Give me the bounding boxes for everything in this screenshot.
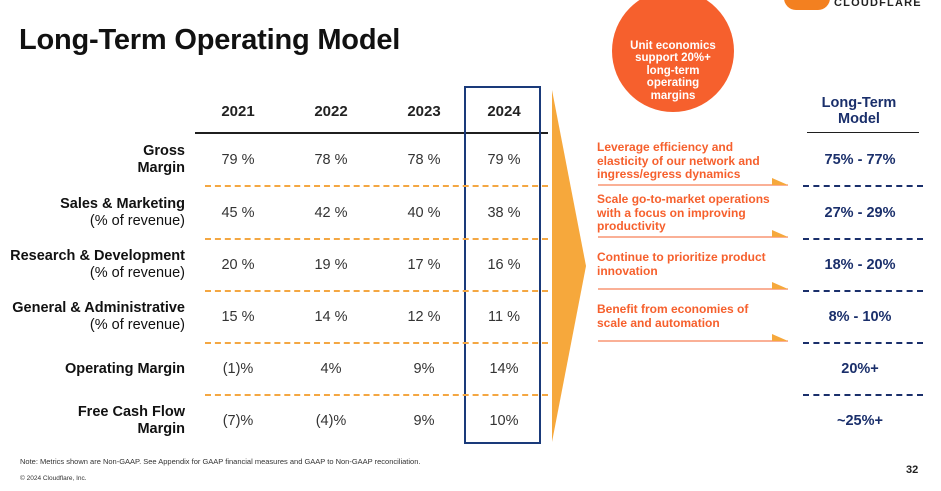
row-label-sales-marketing: Sales & Marketing (% of revenue) (60, 196, 185, 230)
row-divider (205, 394, 548, 396)
long-term-header-divider (807, 132, 919, 133)
cell-fcf-2022: (4)% (315, 413, 347, 429)
cell-rd-2023: 17 % (407, 257, 441, 273)
lever-text-3: Continue to prioritize product innovatio… (597, 250, 766, 278)
footnote: Note: Metrics shown are Non-GAAP. See Ap… (20, 457, 421, 466)
row-label-line1: Operating Margin (64, 361, 185, 377)
row-label-line1: Sales & Marketing (60, 196, 185, 212)
year-header-2022: 2022 (314, 103, 348, 120)
cell-gross-2021: 79 % (221, 152, 255, 168)
row-label-sub: (% of revenue) (89, 265, 185, 281)
cell-rd-2021: 20 % (221, 257, 255, 273)
row-divider (205, 238, 548, 240)
highlight-2024-box (464, 86, 541, 444)
row-label-line2: Margin (137, 421, 185, 437)
long-term-operating-margin: 20%+ (841, 361, 879, 377)
lever-text-2: Scale go-to-market operations with a foc… (597, 192, 770, 233)
row-label-line1: Research & Development (10, 248, 185, 264)
cell-om-2023: 9% (413, 361, 435, 377)
row-divider (205, 185, 548, 187)
lever-arrow-4 (598, 334, 788, 342)
cell-om-2021: (1)% (222, 361, 254, 377)
long-term-divider (803, 342, 923, 344)
long-term-divider (803, 185, 923, 187)
row-label-sub: (% of revenue) (89, 213, 185, 229)
brand-name: CLOUDFLARE (834, 0, 922, 9)
row-label-line1: Gross (143, 143, 185, 159)
cell-sm-2021: 45 % (221, 205, 255, 221)
unit-economics-callout: Unit economics support 20%+ long-term op… (612, 0, 734, 112)
chevron-arrow-icon (552, 90, 586, 442)
cell-rd-2024: 16 % (487, 257, 521, 273)
year-header-2024: 2024 (487, 103, 521, 120)
row-divider (205, 342, 548, 344)
cell-fcf-2021: (7)% (222, 413, 254, 429)
cloudflare-logo: CLOUDFLARE (784, 0, 941, 14)
long-term-free-cash-flow: ~25%+ (837, 413, 883, 429)
row-label-line1: General & Administrative (12, 300, 185, 316)
row-label-research-development: Research & Development (% of revenue) (10, 248, 185, 282)
year-header-2023: 2023 (407, 103, 441, 120)
cell-rd-2022: 19 % (314, 257, 348, 273)
long-term-general-administrative: 8% - 10% (828, 309, 892, 325)
row-label-line1: Free Cash Flow (77, 404, 185, 420)
year-header-2021: 2021 (221, 103, 255, 120)
cell-om-2024: 14% (489, 361, 519, 377)
lever-arrow-1 (598, 178, 788, 186)
cell-ga-2023: 12 % (407, 309, 441, 325)
header-divider (195, 132, 548, 134)
page-number: 32 (906, 464, 919, 476)
cell-fcf-2023: 9% (413, 413, 435, 429)
row-label-free-cash-flow: Free Cash Flow Margin (78, 404, 185, 438)
cell-sm-2023: 40 % (407, 205, 441, 221)
long-term-model-header: Long-Term Model (821, 95, 897, 127)
lever-text-4: Benefit from economies of scale and auto… (597, 302, 749, 330)
long-term-divider (803, 290, 923, 292)
row-label-line2: Margin (137, 160, 185, 176)
lever-arrow-2 (598, 230, 788, 238)
cell-gross-2024: 79 % (487, 152, 521, 168)
long-term-research-development: 18% - 20% (824, 257, 896, 273)
long-term-gross-margin: 75% - 77% (824, 152, 896, 168)
cell-gross-2023: 78 % (407, 152, 441, 168)
cell-sm-2022: 42 % (314, 205, 348, 221)
row-label-gross-margin: Gross Margin (137, 143, 185, 177)
row-divider (205, 290, 548, 292)
long-term-sales-marketing: 27% - 29% (824, 205, 896, 221)
cell-om-2022: 4% (320, 361, 342, 377)
row-label-general-administrative: General & Administrative (% of revenue) (12, 300, 185, 334)
lever-text-1: Leverage efficiency and elasticity of ou… (597, 140, 760, 181)
row-label-sub: (% of revenue) (89, 317, 185, 333)
copyright: © 2024 Cloudflare, Inc. (20, 475, 87, 482)
row-label-operating-margin: Operating Margin (65, 361, 185, 378)
callout-text: Unit economics support 20%+ long-term op… (630, 39, 716, 102)
cell-ga-2024: 11 % (488, 309, 520, 325)
cell-sm-2024: 38 % (487, 205, 521, 221)
lever-arrow-3 (598, 282, 788, 290)
cell-ga-2022: 14 % (314, 309, 348, 325)
long-term-divider (803, 394, 923, 396)
long-term-divider (803, 238, 923, 240)
page-title: Long-Term Operating Model (19, 24, 401, 56)
cell-gross-2022: 78 % (314, 152, 348, 168)
cell-ga-2021: 15 % (221, 309, 255, 325)
cell-fcf-2024: 10% (489, 413, 519, 429)
cloud-icon (784, 0, 830, 10)
